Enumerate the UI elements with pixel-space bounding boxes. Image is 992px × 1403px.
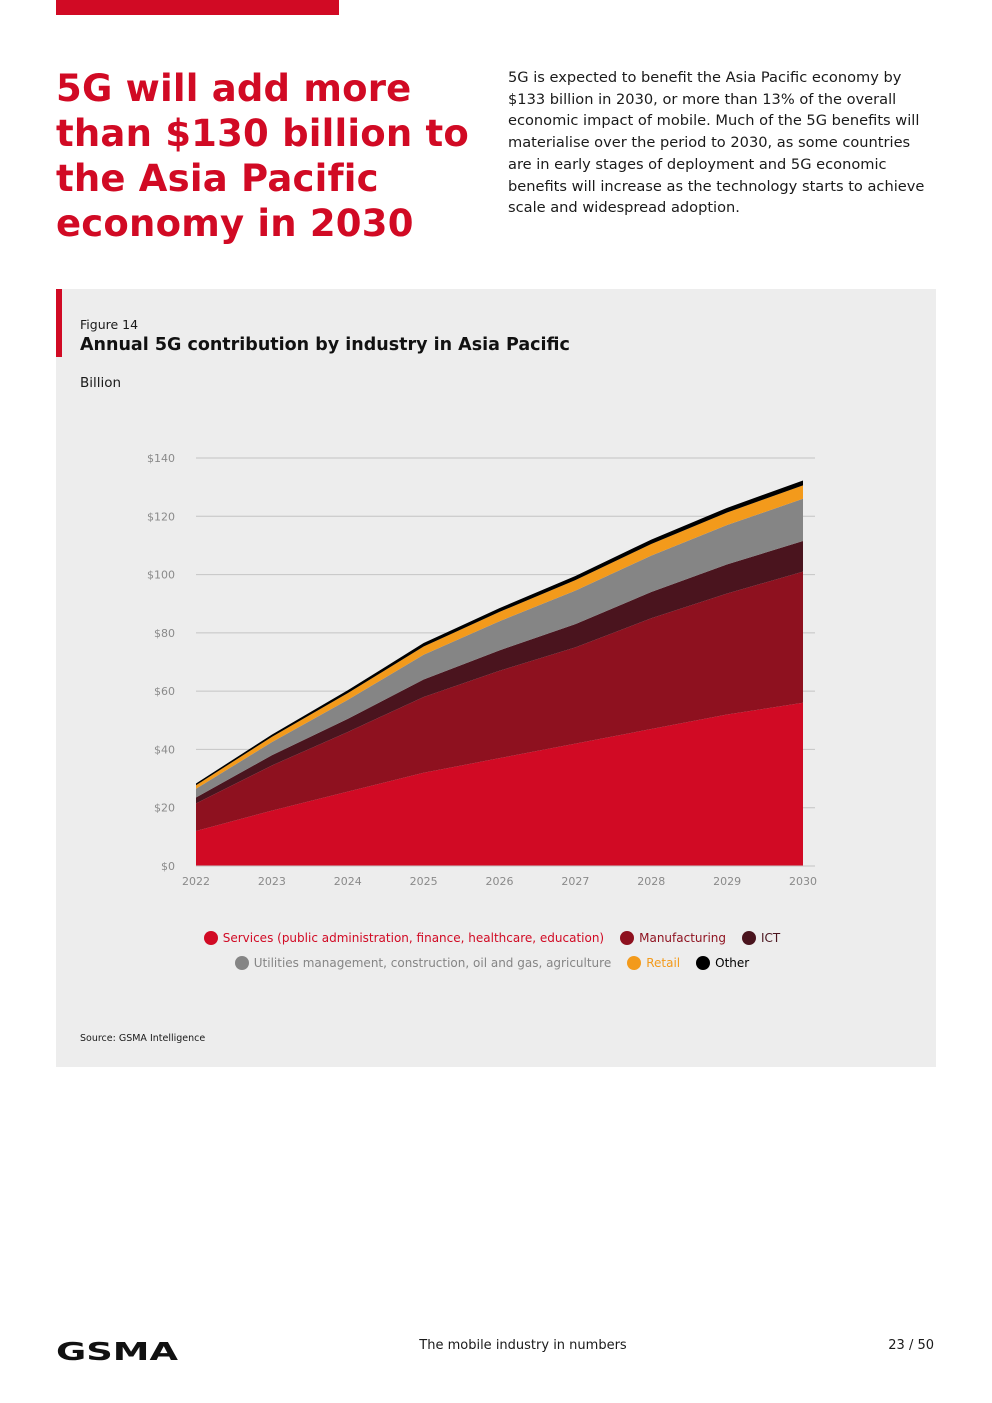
y-tick-label: $120 xyxy=(147,510,175,523)
legend-item-utilities: Utilities management, construction, oil … xyxy=(234,956,612,970)
figure-accent-bar xyxy=(56,289,62,357)
page-number: 23 / 50 xyxy=(888,1338,934,1353)
x-tick-label: 2025 xyxy=(410,875,438,888)
legend-marker-utilities xyxy=(234,956,249,970)
figure-label: Figure 14 xyxy=(80,317,139,332)
y-tick-label: $80 xyxy=(154,627,175,640)
gsma-logo: GSMA xyxy=(56,1339,179,1363)
area-series-retail xyxy=(196,485,803,789)
figure-title: Annual 5G contribution by industry in As… xyxy=(80,335,570,355)
legend-label-manufacturing: Manufacturing xyxy=(639,931,727,945)
legend-item-manufacturing: Manufacturing xyxy=(620,931,726,945)
legend-label-utilities: Utilities management, construction, oil … xyxy=(253,956,612,970)
y-tick-label: $60 xyxy=(154,685,175,698)
x-tick-label: 2026 xyxy=(486,875,514,888)
y-tick-label: $40 xyxy=(154,743,175,756)
legend-label-other: Other xyxy=(715,956,750,970)
x-tick-label: 2029 xyxy=(713,875,741,888)
x-tick-label: 2024 xyxy=(334,875,362,888)
chart-legend-row-1: Services (public administration, finance… xyxy=(56,931,936,945)
chart-legend-row-2: Utilities management, construction, oil … xyxy=(56,956,936,970)
intro-paragraph: 5G is expected to benefit the Asia Pacif… xyxy=(508,69,925,217)
area-chart: $0 $20 $40 $60 $80 $100 $120 $140 2022 2023 2024 20… xyxy=(147,452,817,888)
legend-marker-services xyxy=(203,931,218,945)
legend-marker-other xyxy=(696,956,711,970)
legend-label-services: Services (public administration, finance… xyxy=(222,931,605,945)
area-series-ict xyxy=(196,541,803,804)
legend-label-ict: ICT xyxy=(761,931,781,945)
area-series-utilities xyxy=(196,498,803,798)
y-tick-label: $100 xyxy=(147,569,175,582)
x-tick-label: 2022 xyxy=(182,875,210,888)
legend-item-ict: ICT xyxy=(742,931,780,945)
figure-panel: Figure 14 Annual 5G contribution by indu… xyxy=(56,289,936,1067)
figure-source: Source: GSMA Intelligence xyxy=(80,1033,206,1044)
area-series-manufacturing xyxy=(196,571,803,832)
y-tick-label: $20 xyxy=(154,802,175,815)
legend-label-retail: Retail xyxy=(646,956,681,970)
gsma-logo-text: GSMA xyxy=(56,1339,179,1363)
chart-unit-label: Billion xyxy=(80,375,122,391)
top-accent-bar xyxy=(56,0,339,15)
x-tick-label: 2023 xyxy=(258,875,286,888)
page-headline: 5G will add more than $130 billion to th… xyxy=(56,67,470,245)
x-tick-label: 2028 xyxy=(637,875,665,888)
footer-publication-title: The mobile industry in numbers xyxy=(419,1338,627,1353)
legend-marker-retail xyxy=(627,956,642,970)
legend-marker-ict xyxy=(742,931,757,945)
legend-marker-manufacturing xyxy=(620,931,635,945)
area-series-services xyxy=(196,702,803,866)
legend-item-services: Services (public administration, finance… xyxy=(203,931,605,945)
x-tick-label: 2027 xyxy=(561,875,589,888)
legend-item-other: Other xyxy=(696,956,749,970)
y-tick-label: $140 xyxy=(147,452,175,465)
y-tick-label: $0 xyxy=(161,860,175,873)
legend-item-retail: Retail xyxy=(627,956,680,970)
x-tick-label: 2030 xyxy=(789,875,817,888)
